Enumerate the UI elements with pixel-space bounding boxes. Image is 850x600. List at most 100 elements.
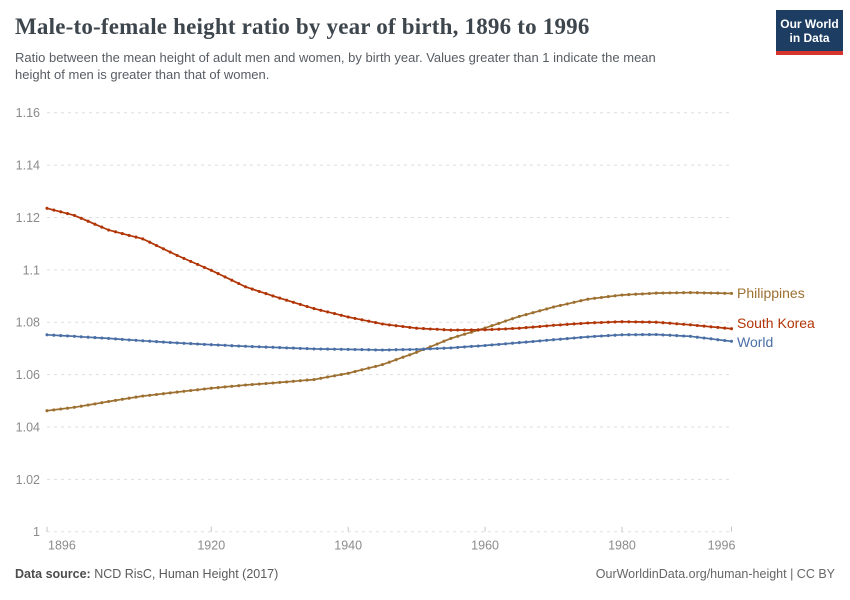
series-point-world bbox=[723, 338, 727, 343]
series-point-philippines bbox=[682, 291, 686, 295]
series-point-philippines bbox=[161, 392, 165, 396]
chart-header: Male-to-female height ratio by year of b… bbox=[15, 14, 765, 83]
series-point-world bbox=[264, 345, 268, 349]
series-point-philippines bbox=[141, 394, 145, 398]
series-point-south-korea bbox=[223, 275, 227, 279]
series-point-south-korea bbox=[593, 321, 597, 325]
series-point-world bbox=[579, 335, 583, 339]
series-label-south-korea: South Korea bbox=[737, 315, 815, 331]
series-point-world bbox=[675, 334, 679, 338]
series-point-world bbox=[517, 341, 521, 345]
owid-url-link[interactable]: OurWorldinData.org/human-height | CC BY bbox=[595, 567, 835, 581]
series-point-philippines bbox=[586, 297, 590, 301]
series-point-philippines bbox=[367, 366, 371, 370]
y-axis-tick-label: 1.04 bbox=[16, 420, 40, 434]
series-point-world bbox=[127, 338, 131, 342]
series-point-philippines bbox=[196, 388, 200, 392]
series-point-world bbox=[168, 340, 172, 345]
series-point-south-korea bbox=[538, 324, 542, 329]
series-point-south-korea bbox=[640, 320, 645, 324]
series-point-south-korea bbox=[551, 323, 556, 327]
series-point-philippines bbox=[243, 383, 248, 387]
y-axis-tick-label: 1.14 bbox=[16, 159, 40, 173]
series-point-philippines bbox=[100, 401, 104, 405]
series-point-world bbox=[408, 347, 412, 352]
series-point-philippines bbox=[175, 390, 179, 394]
series-point-world bbox=[599, 334, 603, 338]
series-point-world bbox=[154, 340, 159, 344]
series-point-philippines bbox=[517, 314, 521, 318]
series-point-south-korea bbox=[517, 326, 521, 330]
series-point-philippines bbox=[45, 409, 49, 413]
series-point-philippines bbox=[401, 355, 405, 359]
series-point-world bbox=[620, 333, 624, 337]
series-point-philippines bbox=[120, 397, 124, 401]
series-point-philippines bbox=[319, 376, 323, 380]
series-point-philippines bbox=[640, 292, 645, 296]
series-point-world bbox=[504, 342, 508, 346]
series-point-south-korea bbox=[367, 319, 371, 323]
series-point-world bbox=[449, 346, 453, 350]
y-axis-tick-label: 1 bbox=[33, 525, 40, 539]
series-point-south-korea bbox=[107, 228, 111, 232]
series-point-world bbox=[134, 338, 138, 342]
series-point-world bbox=[709, 337, 713, 341]
series-point-philippines bbox=[380, 363, 384, 367]
series-point-south-korea bbox=[682, 322, 686, 326]
series-point-world bbox=[572, 336, 576, 340]
series-label-world: World bbox=[737, 334, 773, 350]
series-point-world bbox=[545, 338, 549, 342]
series-point-south-korea bbox=[86, 219, 90, 223]
series-point-south-korea bbox=[579, 321, 583, 326]
series-point-world bbox=[120, 337, 124, 341]
series-point-south-korea bbox=[230, 278, 234, 282]
series-point-philippines bbox=[661, 291, 665, 295]
series-point-world bbox=[497, 342, 501, 346]
series-point-philippines bbox=[332, 374, 337, 378]
series-point-world bbox=[538, 339, 542, 343]
series-point-philippines bbox=[620, 293, 624, 297]
series-point-south-korea bbox=[675, 322, 679, 326]
series-point-philippines bbox=[168, 391, 172, 395]
series-point-south-korea bbox=[497, 327, 501, 331]
series-point-philippines bbox=[216, 386, 220, 390]
series-point-world bbox=[339, 347, 343, 351]
series-point-philippines bbox=[599, 295, 603, 300]
series-point-world bbox=[65, 334, 70, 338]
series-point-philippines bbox=[353, 369, 357, 374]
series-point-philippines bbox=[729, 291, 734, 295]
series-point-world bbox=[593, 334, 597, 338]
series-label-philippines: Philippines bbox=[737, 285, 805, 301]
series-line-philippines bbox=[46, 291, 732, 412]
series-point-philippines bbox=[627, 293, 631, 297]
series-point-south-korea bbox=[264, 292, 268, 296]
series-point-world bbox=[243, 344, 248, 348]
series-point-philippines bbox=[360, 368, 364, 372]
series-point-south-korea bbox=[606, 320, 610, 324]
series-point-world bbox=[421, 347, 426, 351]
series-point-philippines bbox=[230, 384, 234, 388]
series-point-philippines bbox=[52, 408, 56, 412]
series-point-world bbox=[640, 333, 645, 337]
series-point-philippines bbox=[531, 311, 535, 315]
series-point-south-korea bbox=[202, 265, 206, 269]
series-point-world bbox=[716, 338, 720, 342]
series-point-south-korea bbox=[237, 281, 241, 286]
series-point-south-korea bbox=[695, 323, 699, 328]
owid-logo[interactable]: Our World in Data bbox=[776, 10, 843, 55]
series-point-south-korea bbox=[394, 324, 398, 328]
series-point-world bbox=[634, 333, 638, 337]
series-point-world bbox=[305, 347, 309, 351]
series-point-south-korea bbox=[243, 285, 248, 289]
series-point-world bbox=[113, 337, 118, 341]
series-point-world bbox=[476, 344, 480, 348]
series-point-philippines bbox=[202, 387, 206, 391]
series-point-philippines bbox=[415, 350, 419, 354]
series-point-south-korea bbox=[209, 268, 213, 272]
series-point-south-korea bbox=[627, 320, 631, 324]
series-point-world bbox=[654, 332, 658, 337]
series-point-philippines bbox=[65, 406, 70, 410]
series-point-south-korea bbox=[531, 325, 535, 329]
series-point-south-korea bbox=[161, 247, 165, 251]
series-point-world bbox=[668, 333, 672, 337]
